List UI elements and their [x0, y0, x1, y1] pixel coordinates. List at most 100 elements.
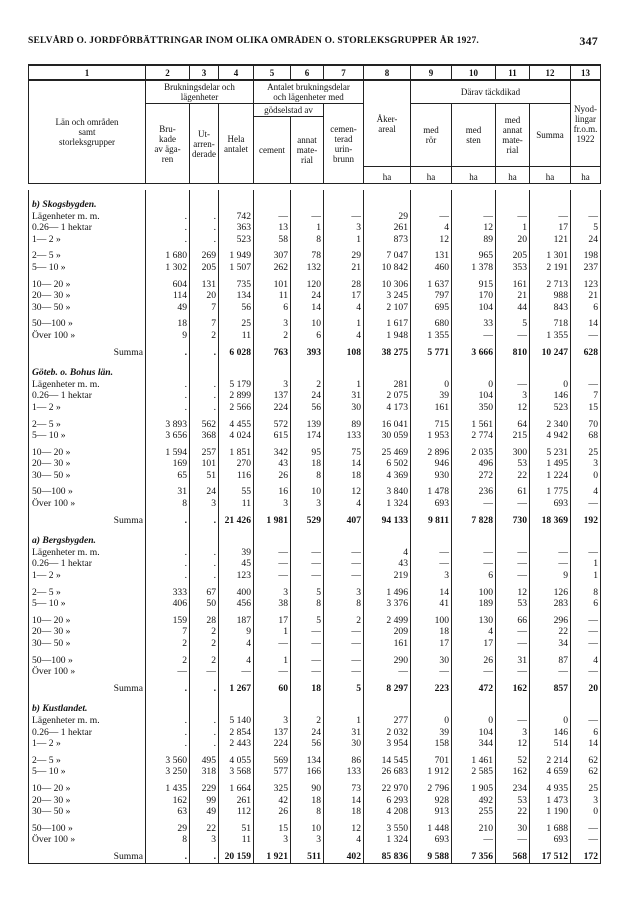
cell: .: [145, 738, 190, 750]
cell: 26: [253, 469, 291, 482]
cell: 495: [189, 749, 219, 767]
cell: 2 896: [410, 441, 452, 459]
cell: —: [323, 626, 364, 638]
section-row: Göteb. o. Bohus län.: [28, 358, 601, 379]
cell: 14 545: [363, 749, 411, 767]
cell: 100: [410, 609, 452, 627]
cell: 224: [253, 401, 291, 414]
cell: 17 512: [529, 845, 571, 864]
cell: 2: [189, 329, 219, 342]
cell: 344: [451, 738, 496, 750]
empty-cell: [189, 526, 219, 547]
row-label: 10— 20 »: [28, 777, 146, 795]
cell: 857: [529, 677, 571, 695]
cell: 12: [323, 481, 364, 499]
cell: 1 948: [363, 329, 411, 342]
cell: 4: [451, 626, 496, 638]
cell: 112: [218, 806, 254, 818]
data-row: 2— 5 » 1 680 269 1 949 307 78 29 7 047 131 965 205…: [28, 245, 601, 262]
cell: 407: [323, 509, 364, 527]
cell: 22: [189, 817, 219, 835]
cell: 219: [363, 570, 411, 582]
cell: .: [145, 233, 190, 246]
cell: 615: [253, 430, 291, 442]
cell: 568: [495, 845, 530, 864]
cell: 2 443: [218, 738, 254, 750]
column-number: 2: [145, 64, 190, 81]
cell: 1 324: [363, 834, 411, 846]
cell: .: [189, 222, 219, 234]
cell: 43: [253, 458, 291, 470]
cell: 17: [253, 609, 291, 627]
unit-label: ha: [451, 166, 496, 184]
cell: 44: [495, 301, 530, 314]
row-label: 1— 2 »: [28, 401, 146, 414]
cell: 1 495: [529, 458, 571, 470]
cell: —: [410, 558, 452, 571]
cell: 402: [323, 845, 364, 864]
cell: 735: [218, 273, 254, 291]
header-cell: Summa: [529, 103, 571, 167]
section-title: a) Bergsbygden.: [28, 526, 146, 547]
cell: 1: [253, 649, 291, 667]
row-label: 2— 5 »: [28, 245, 146, 262]
cell: 121: [529, 233, 571, 246]
cell: —: [323, 649, 364, 667]
cell: 10: [290, 817, 324, 835]
cell: .: [189, 570, 219, 582]
cell: 1 664: [218, 777, 254, 795]
row-label: 10— 20 »: [28, 273, 146, 291]
cell: 1: [323, 378, 364, 391]
cell: —: [495, 329, 530, 342]
cell: 492: [451, 794, 496, 807]
cell: 12: [495, 738, 530, 750]
row-label: 20— 30 »: [28, 290, 146, 302]
cell: .: [189, 726, 219, 739]
cell: 3 245: [363, 290, 411, 302]
cell: 1: [323, 714, 364, 727]
cell: 3: [290, 834, 324, 846]
cell: 6: [570, 726, 601, 739]
row-label: Över 100 »: [28, 834, 146, 846]
cell: 198: [570, 245, 601, 262]
cell: —: [495, 638, 530, 650]
cell: 18: [290, 458, 324, 470]
cell: 229: [189, 777, 219, 795]
cell: 101: [189, 458, 219, 470]
cell: 30: [323, 401, 364, 414]
cell: 161: [363, 638, 411, 650]
cell: —: [145, 666, 190, 678]
cell: 210: [451, 817, 496, 835]
cell: 3: [253, 378, 291, 391]
cell: 22 970: [363, 777, 411, 795]
page-header: SELVÅRD O. JORDFÖRBÄTTRINGAR INOM OLIKA …: [28, 34, 600, 48]
cell: 17: [323, 290, 364, 302]
unit-label: ha: [363, 166, 411, 184]
cell: 114: [145, 290, 190, 302]
cell: —: [323, 638, 364, 650]
cell: —: [323, 558, 364, 571]
cell: 1 921: [253, 845, 291, 864]
header-cell: Hela antalet: [218, 103, 254, 184]
data-row: Lägenheter m. m... 742— — —29— — — — —: [28, 210, 601, 223]
cell: 965: [451, 245, 496, 262]
cell: .: [189, 546, 219, 559]
cell: 31: [323, 726, 364, 739]
cell: 192: [570, 509, 601, 527]
data-row: 50—100 » 2 2 4 1— —290 30 26 31 87 4: [28, 649, 601, 667]
cell: 120: [290, 273, 324, 291]
cell: 1: [570, 558, 601, 571]
cell: 257: [189, 441, 219, 459]
column-number-row: 1 2 3 4 5 6 7 8 9 10 11 12 13: [28, 64, 601, 81]
row-label: 20— 30 »: [28, 794, 146, 807]
cell: 24: [290, 726, 324, 739]
cell: 1 378: [451, 261, 496, 274]
cell: 26: [253, 806, 291, 818]
cell: 1 448: [410, 817, 452, 835]
cell: 2 214: [529, 749, 571, 767]
data-row: 20— 30 » 7 2 9 1— —209 18 4—22—: [28, 626, 601, 638]
cell: 2: [189, 626, 219, 638]
cell: 14: [570, 738, 601, 750]
cell: 6 293: [363, 794, 411, 807]
data-row: 10— 20 » 1 435 229 1 664 325 90 73 22 970 2 796 1…: [28, 777, 601, 795]
